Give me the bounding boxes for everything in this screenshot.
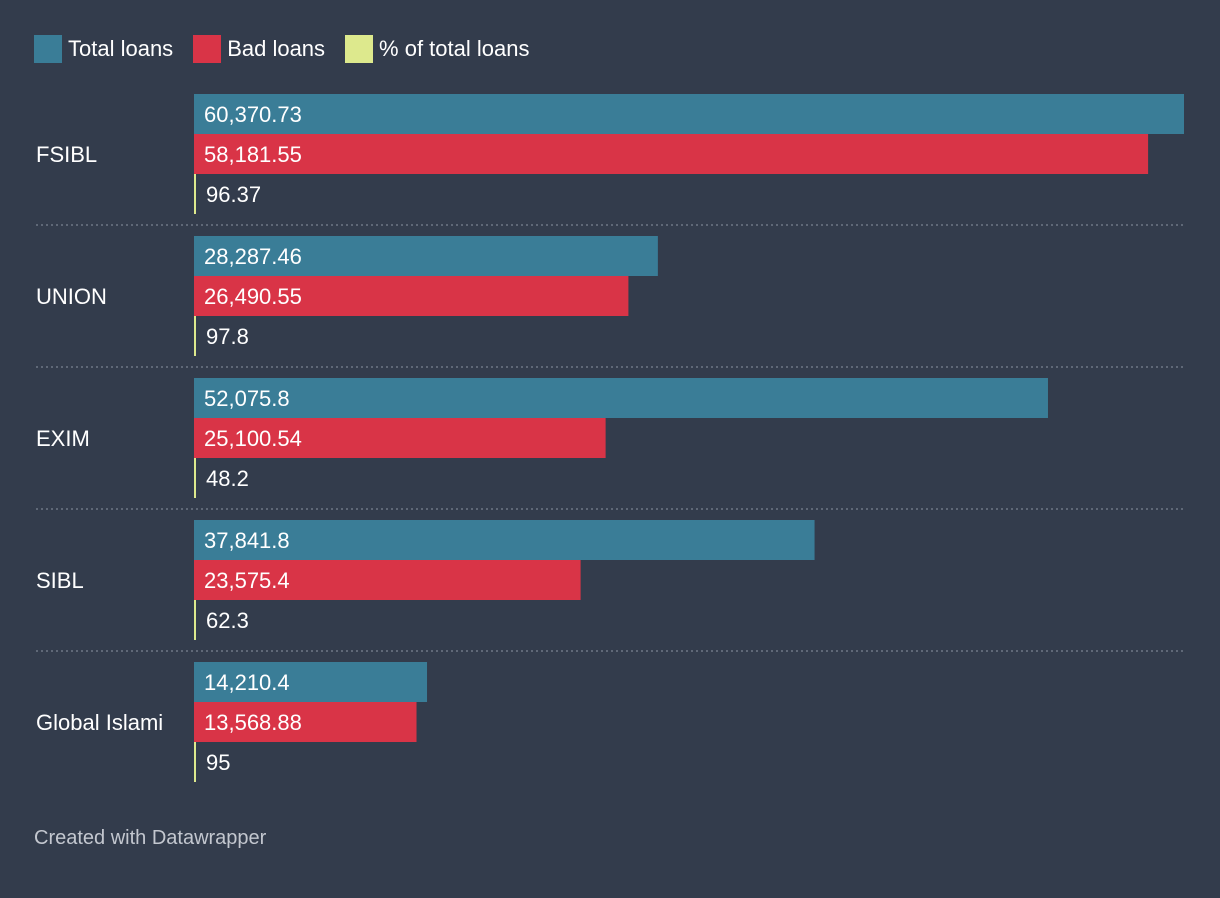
bar — [194, 134, 1149, 174]
bar-value-label: 96.37 — [206, 182, 261, 207]
bar — [194, 378, 1048, 418]
bar — [194, 458, 196, 498]
bar — [194, 742, 196, 782]
legend-swatch — [34, 35, 62, 63]
bar — [194, 560, 581, 600]
category-label: UNION — [36, 284, 107, 309]
legend-item: % of total loans — [345, 35, 529, 63]
bar-value-label: 97.8 — [206, 324, 249, 349]
legend-item: Total loans — [34, 35, 173, 63]
bar-value-label: 58,181.55 — [204, 142, 302, 167]
bar-value-label: 26,490.55 — [204, 284, 302, 309]
bar — [194, 276, 629, 316]
bar — [194, 236, 658, 276]
bar — [194, 662, 428, 702]
legend-label: Total loans — [68, 36, 174, 61]
bar-value-label: 60,370.73 — [204, 102, 302, 127]
legend-item: Bad loans — [193, 35, 325, 63]
legend-swatch — [345, 35, 374, 63]
bar — [194, 316, 196, 356]
bar-value-label: 37,841.8 — [204, 528, 290, 553]
category-label: Global Islami — [36, 710, 163, 735]
category-label: SIBL — [36, 568, 84, 593]
bar-value-label: 14,210.4 — [204, 670, 290, 695]
bar-value-label: 52,075.8 — [204, 386, 290, 411]
legend-label: Bad loans — [227, 36, 326, 61]
credit-text: Created with Datawrapper — [34, 827, 267, 849]
bar — [194, 600, 196, 640]
bar-value-label: 62.3 — [206, 608, 249, 633]
bar — [194, 702, 417, 742]
category-label: EXIM — [36, 426, 90, 451]
bar-value-label: 13,568.88 — [204, 710, 302, 735]
bar-value-label: 48.2 — [206, 466, 249, 491]
bar-value-label: 23,575.4 — [204, 568, 290, 593]
legend-swatch — [193, 35, 222, 63]
bar-value-label: 95 — [206, 750, 230, 775]
bar — [194, 94, 1184, 134]
bar — [194, 174, 196, 214]
bar — [194, 520, 815, 560]
bar — [194, 418, 606, 458]
chart-legend: Total loans Bad loans % of total loans — [34, 34, 549, 64]
bar-value-label: 28,287.46 — [204, 244, 302, 269]
legend-label: % of total loans — [379, 36, 530, 61]
bar-value-label: 25,100.54 — [204, 426, 302, 451]
category-label: FSIBL — [36, 142, 97, 167]
